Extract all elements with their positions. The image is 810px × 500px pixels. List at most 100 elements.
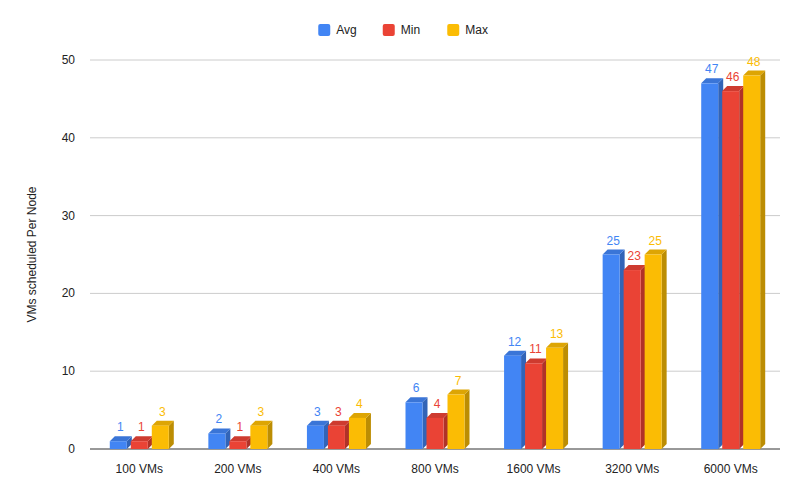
data-label: 3 [258, 405, 265, 419]
bar-top [328, 421, 350, 426]
legend-label: Max [465, 23, 488, 37]
data-label: 3 [314, 405, 321, 419]
y-axis-label: VMs scheduled Per Node [25, 186, 39, 322]
bar-top [307, 421, 329, 426]
data-label: 25 [606, 234, 620, 248]
x-tick-label: 3200 VMs [605, 462, 659, 476]
data-label: 12 [508, 335, 522, 349]
legend-label: Avg [336, 23, 356, 37]
bars [110, 71, 765, 449]
bar [504, 356, 521, 449]
bar [131, 441, 148, 449]
bar-top [110, 436, 132, 441]
x-tick-label: 1600 VMs [507, 462, 561, 476]
bar [328, 426, 345, 449]
bar [110, 441, 127, 449]
data-label: 13 [550, 327, 564, 341]
x-tick-label: 800 VMs [411, 462, 458, 476]
bar-top [722, 86, 744, 91]
bar [645, 255, 662, 450]
data-label: 47 [705, 62, 719, 76]
bar [448, 395, 465, 449]
bar-side [662, 250, 667, 450]
data-label: 1 [237, 420, 244, 434]
x-tick-label: 200 VMs [214, 462, 261, 476]
bar-top [448, 390, 470, 395]
bar-side [465, 390, 470, 449]
grid-line [90, 215, 780, 216]
bar [525, 363, 542, 449]
data-label: 6 [413, 381, 420, 395]
x-tick-label: 6000 VMs [704, 462, 758, 476]
bar-top [427, 413, 449, 418]
data-label: 1 [117, 420, 124, 434]
data-label: 4 [356, 397, 363, 411]
data-label: 46 [726, 70, 740, 84]
grid-line [90, 293, 780, 294]
chart-container: 01020304050VMs scheduled Per Node1132133… [0, 0, 810, 500]
y-tick-label: 40 [62, 131, 76, 145]
grid-line [90, 371, 780, 372]
bar-top [229, 436, 251, 441]
data-label: 23 [627, 249, 641, 263]
bar-top [208, 428, 230, 433]
data-label: 25 [648, 234, 662, 248]
data-label: 1 [138, 420, 145, 434]
bar [546, 348, 563, 449]
bar [427, 418, 444, 449]
bar-top [406, 397, 428, 402]
bar [250, 426, 267, 449]
bar [603, 255, 620, 450]
bar-side [366, 413, 371, 449]
legend-swatch [383, 24, 395, 36]
bar-top [525, 358, 547, 363]
data-label: 2 [216, 412, 223, 426]
chart-svg: 01020304050VMs scheduled Per Node1132133… [0, 0, 810, 500]
bar [406, 402, 423, 449]
y-tick-label: 0 [68, 442, 75, 456]
bar-top [349, 413, 371, 418]
bar-side [169, 421, 174, 449]
bar-top [131, 436, 153, 441]
legend-label: Min [401, 23, 420, 37]
bar [208, 433, 225, 449]
data-label: 3 [159, 405, 166, 419]
y-tick-label: 30 [62, 209, 76, 223]
data-labels: 113213334647121113252325474648 [117, 55, 761, 435]
data-label: 48 [747, 55, 761, 69]
legend-swatch [318, 24, 330, 36]
data-label: 11 [529, 342, 542, 356]
bar-side [760, 71, 765, 449]
data-label: 7 [455, 374, 462, 388]
bar [743, 76, 760, 449]
legend: Avg Min Max [318, 23, 488, 37]
x-tick-label: 400 VMs [313, 462, 360, 476]
bar-top [152, 421, 174, 426]
bar [722, 91, 739, 449]
bar [624, 270, 641, 449]
bar-top [504, 351, 526, 356]
y-tick-label: 10 [62, 364, 76, 378]
bar-top [603, 250, 625, 255]
bar [307, 426, 324, 449]
bar [152, 426, 169, 449]
bar-side [563, 343, 568, 449]
bar-top [645, 250, 667, 255]
bar [349, 418, 366, 449]
data-label: 3 [335, 405, 342, 419]
bar-top [743, 71, 765, 76]
legend-swatch [447, 24, 459, 36]
data-label: 4 [434, 397, 441, 411]
bar [229, 441, 246, 449]
grid-line [90, 60, 780, 61]
y-tick-label: 50 [62, 53, 76, 67]
bar-top [546, 343, 568, 348]
bar-top [250, 421, 272, 426]
bar-top [701, 78, 723, 83]
x-tick-label: 100 VMs [116, 462, 163, 476]
y-tick-label: 20 [62, 286, 76, 300]
bar-side [267, 421, 272, 449]
bar [701, 83, 718, 449]
grid-line [90, 137, 780, 138]
bar-top [624, 265, 646, 270]
